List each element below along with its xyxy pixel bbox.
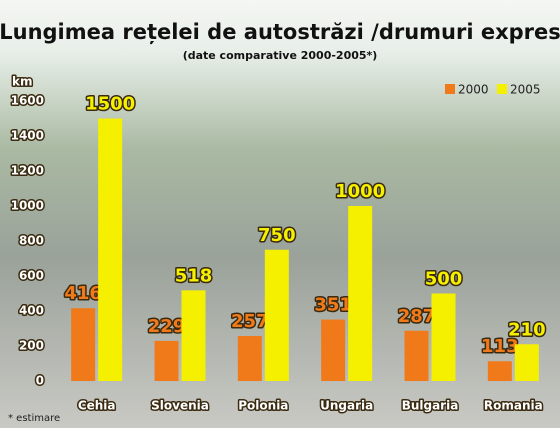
- y-axis-label: km: [12, 75, 32, 89]
- legend-label: 2005: [510, 83, 541, 97]
- legend-label: 2000: [458, 83, 489, 97]
- data-label: 500: [425, 269, 463, 290]
- chart-subtitle: (date comparative 2000-2005*): [183, 49, 378, 62]
- data-label: 750: [258, 225, 296, 246]
- x-tick-label: Ungaria: [320, 399, 373, 413]
- bar: [348, 206, 372, 381]
- y-tick-label: 800: [19, 234, 44, 248]
- bar: [71, 308, 95, 381]
- chart: Lungimea rețelei de autostrăzi /drumuri …: [0, 0, 560, 428]
- data-label: 229: [148, 316, 186, 337]
- bar: [515, 344, 539, 381]
- data-label: 287: [398, 306, 436, 327]
- y-tick-label: 1600: [11, 94, 44, 108]
- x-tick-label: Polonia: [238, 399, 288, 413]
- data-label: 257: [231, 311, 269, 332]
- footnote: * estimare: [8, 413, 60, 424]
- y-tick-label: 1400: [11, 129, 44, 143]
- data-label: 518: [175, 265, 213, 286]
- legend-swatch: [497, 84, 507, 94]
- x-tick-label: Slovenia: [151, 399, 209, 413]
- bar: [155, 341, 179, 381]
- bar: [405, 331, 429, 381]
- y-tick-label: 600: [19, 269, 44, 283]
- bar: [182, 290, 206, 381]
- data-label: 1000: [335, 181, 385, 202]
- bar: [238, 336, 262, 381]
- x-tick-label: Cehia: [78, 399, 116, 413]
- y-tick-label: 200: [19, 339, 44, 353]
- y-tick-label: 1200: [11, 164, 44, 178]
- bar: [265, 250, 289, 381]
- data-label: 1500: [85, 94, 135, 115]
- legend-swatch: [445, 84, 455, 94]
- y-tick-label: 400: [19, 304, 44, 318]
- bar: [98, 119, 122, 382]
- bar: [432, 294, 456, 382]
- x-tick-label: Bulgaria: [402, 399, 459, 413]
- bar: [321, 320, 345, 381]
- y-tick-label: 1000: [11, 199, 44, 213]
- data-label: 210: [508, 319, 546, 340]
- bar: [488, 361, 512, 381]
- chart-title: Lungimea rețelei de autostrăzi /drumuri …: [0, 20, 560, 45]
- x-tick-label: Romania: [484, 399, 543, 413]
- data-label: 351: [314, 295, 352, 316]
- data-label: 416: [64, 283, 102, 304]
- y-tick-label: 0: [36, 374, 44, 388]
